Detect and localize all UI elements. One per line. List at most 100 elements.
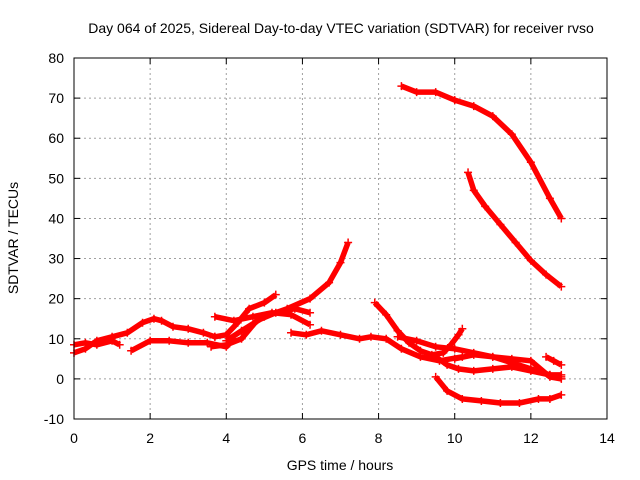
- data-point-s1: [138, 318, 147, 327]
- data-point-s11: [431, 88, 440, 97]
- series-line-s7: [224, 241, 351, 344]
- data-point-s5: [271, 290, 280, 299]
- data-point-s12: [515, 398, 524, 407]
- data-point-s3: [165, 336, 174, 345]
- data-point-s11: [545, 194, 554, 203]
- data-point-s15: [464, 168, 473, 177]
- data-point-s16: [557, 360, 566, 369]
- y-tick-label: 70: [48, 90, 64, 106]
- y-tick-label: 30: [48, 251, 64, 267]
- data-point-s12: [557, 390, 566, 399]
- data-point-s7: [260, 312, 269, 321]
- data-point-s10: [431, 342, 440, 351]
- data-point-s5: [245, 304, 254, 313]
- series-line-s15: [465, 171, 564, 289]
- data-point-s13: [488, 364, 497, 373]
- chart-title: Day 064 of 2025, Sidereal Day-to-day VTE…: [88, 20, 594, 36]
- data-point-s6: [210, 312, 219, 321]
- data-point-s15: [526, 256, 535, 265]
- data-point-s11: [557, 214, 566, 223]
- data-point-s5: [260, 298, 269, 307]
- data-point-s10: [393, 332, 402, 341]
- x-tick-label: 14: [599, 430, 615, 446]
- data-point-s9: [454, 330, 463, 339]
- series-line-s11: [400, 83, 564, 220]
- data-point-s12: [431, 372, 440, 381]
- data-point-s14: [450, 354, 459, 363]
- x-tick-labels: 0 2 4 6 8 10 12 14: [70, 430, 615, 446]
- data-point-s4: [306, 308, 315, 317]
- data-point-s4: [207, 342, 216, 351]
- data-point-s9: [382, 310, 391, 319]
- data-point-s14: [557, 374, 566, 383]
- data-point-s8: [336, 330, 345, 339]
- data-point-s10: [450, 344, 459, 353]
- data-point-s11: [507, 130, 516, 139]
- data-point-s3: [146, 336, 155, 345]
- data-point-s12: [534, 394, 543, 403]
- series-group: [70, 82, 566, 407]
- x-tick-label: 12: [523, 430, 539, 446]
- data-point-s1: [199, 328, 208, 337]
- data-point-s7: [344, 238, 353, 247]
- y-tick-label: -10: [44, 411, 64, 427]
- data-point-s6: [306, 320, 315, 329]
- data-point-s13: [443, 360, 452, 369]
- data-point-s11: [450, 96, 459, 105]
- data-point-s13: [431, 352, 440, 361]
- data-point-s14: [526, 356, 535, 365]
- data-point-s6: [287, 310, 296, 319]
- data-point-s14: [507, 354, 516, 363]
- y-tick-label: 0: [56, 371, 64, 387]
- data-point-s14: [488, 352, 497, 361]
- x-tick-label: 0: [70, 430, 78, 446]
- data-point-s8: [355, 334, 364, 343]
- y-tick-label: 40: [48, 210, 64, 226]
- data-point-s15: [496, 220, 505, 229]
- data-point-s8: [366, 332, 375, 341]
- y-tick-label: 60: [48, 130, 64, 146]
- data-point-s1: [184, 324, 193, 333]
- data-point-s12: [496, 398, 505, 407]
- data-point-s1: [157, 316, 166, 325]
- data-point-s12: [443, 386, 452, 395]
- data-point-s9: [458, 324, 467, 333]
- x-tick-label: 4: [222, 430, 230, 446]
- y-tick-label: 20: [48, 291, 64, 307]
- data-point-s11: [488, 112, 497, 121]
- data-point-s7: [222, 336, 231, 345]
- x-tick-label: 10: [447, 430, 463, 446]
- data-point-s1: [168, 322, 177, 331]
- x-tick-label: 6: [299, 430, 307, 446]
- data-point-s7: [237, 326, 246, 335]
- grid-lines: [74, 58, 607, 419]
- data-point-s1: [149, 314, 158, 323]
- x-axis-label: GPS time / hours: [287, 457, 394, 473]
- data-point-s2: [92, 340, 101, 349]
- data-point-s8: [382, 334, 391, 343]
- plot-frame: [73, 57, 608, 420]
- data-point-s10: [412, 336, 421, 345]
- data-point-s3: [127, 346, 136, 355]
- data-point-s13: [469, 366, 478, 375]
- data-point-s6: [229, 316, 238, 325]
- data-point-s13: [507, 362, 516, 371]
- data-point-s14: [545, 372, 554, 381]
- data-point-s12: [458, 394, 467, 403]
- data-point-s15: [542, 270, 551, 279]
- data-point-s11: [412, 88, 421, 97]
- y-tick-label: 50: [48, 170, 64, 186]
- data-point-s7: [336, 258, 345, 267]
- data-point-s4: [237, 334, 246, 343]
- x-tick-label: 8: [375, 430, 383, 446]
- data-point-s13: [454, 364, 463, 373]
- data-point-s1: [123, 328, 132, 337]
- data-point-s8: [397, 344, 406, 353]
- data-point-s14: [469, 350, 478, 359]
- data-point-s16: [549, 356, 558, 365]
- data-point-s9: [370, 298, 379, 307]
- data-point-s12: [477, 396, 486, 405]
- data-point-s15: [511, 238, 520, 247]
- y-tick-label: 80: [48, 50, 64, 66]
